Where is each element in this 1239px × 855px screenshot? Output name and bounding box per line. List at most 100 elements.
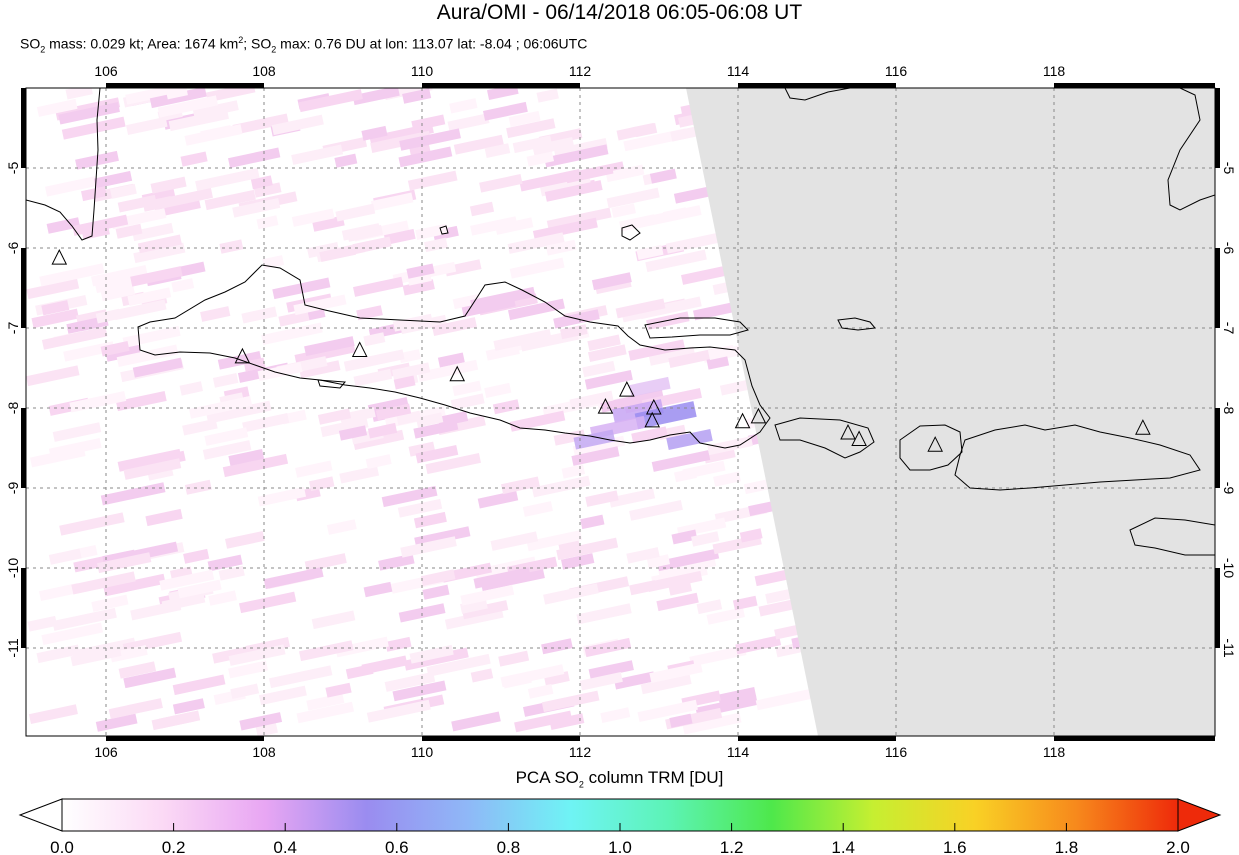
so2-pixel (353, 368, 393, 387)
coastline-sumatra (26, 88, 101, 241)
so2-pixel (335, 636, 389, 658)
so2-pixel (402, 88, 432, 104)
triangle-icon (750, 407, 767, 424)
so2-pixel (206, 400, 272, 424)
so2-pixel (384, 671, 436, 692)
so2-pixel (543, 583, 599, 605)
so2-pixel (637, 699, 698, 722)
lat-label-right: -8 (1221, 402, 1237, 415)
so2-pixel (123, 458, 182, 480)
so2-pixel (71, 571, 136, 595)
so2-pixel (509, 410, 566, 432)
lat-label-right: -7 (1221, 322, 1237, 335)
so2-pixel (501, 476, 540, 495)
so2-pixel (754, 568, 795, 587)
so2-plume-pixel (573, 429, 616, 450)
so2-pixel (218, 565, 245, 581)
so2-pixel (132, 357, 183, 378)
so2-pixel (397, 498, 443, 518)
so2-pixel (232, 198, 281, 218)
so2-pixel (656, 592, 699, 612)
so2-pixel (437, 411, 469, 427)
so2-pixel (255, 722, 278, 736)
so2-pixel (469, 201, 495, 217)
lat-label-left: -5 (5, 162, 21, 175)
so2-pixel (582, 360, 616, 378)
so2-pixel (561, 464, 586, 479)
so2-pixel (732, 595, 758, 611)
so2-pixel (52, 422, 102, 442)
so2-pixel (571, 446, 620, 466)
so2-pixel (122, 325, 181, 348)
so2-pixel (108, 698, 163, 719)
so2-pixel (232, 113, 289, 135)
so2-pixel (381, 485, 438, 508)
so2-pixel (183, 548, 210, 564)
lon-label-bottom: 118 (1043, 744, 1066, 760)
so2-pixel (522, 501, 553, 517)
so2-pixel (361, 655, 408, 675)
so2-pixel (508, 110, 541, 127)
so2-pixel (614, 671, 656, 690)
so2-pixel (545, 239, 577, 256)
so2-pixel (426, 653, 491, 677)
so2-pixel (133, 242, 186, 264)
so2-pixel (494, 217, 534, 235)
triangle-icon (51, 248, 68, 265)
so2-pixel (172, 674, 226, 696)
lat-label-left: -10 (5, 558, 21, 578)
so2-pixel (207, 554, 243, 572)
so2-pixel (400, 536, 457, 558)
so2-pixel (649, 662, 703, 683)
so2-pixel (153, 187, 213, 211)
so2-pixel (123, 667, 177, 689)
so2-pixel (145, 508, 183, 527)
lon-labels-top: 106 108 110 112 114 116 118 (94, 63, 1065, 79)
so2-pixel (36, 644, 80, 664)
so2-pixel (367, 422, 398, 439)
subtitle-area-sup: 2 (238, 35, 244, 45)
so2-pixel (230, 683, 260, 699)
so2-pixel (116, 344, 179, 367)
so2-pixel (257, 362, 303, 381)
so2-pixel (648, 346, 696, 366)
colorbar-title: PCA SO2 column TRM [DU] (0, 768, 1239, 789)
colorbar-title-sub: 2 (578, 779, 584, 790)
so2-pixel (200, 306, 231, 322)
so2-pixel (735, 635, 782, 655)
so2-pixel (634, 122, 658, 138)
so2-pixel (461, 296, 516, 318)
so2-pixel (296, 701, 355, 724)
so2-pixel (253, 182, 282, 198)
so2-pixel (212, 373, 239, 388)
so2-pixel (293, 294, 347, 316)
so2-pixel (156, 198, 201, 217)
so2-pixel (291, 208, 335, 227)
so2-pixel (46, 217, 81, 234)
so2-pixel (587, 334, 621, 351)
so2-pixel (645, 249, 707, 273)
so2-pixel (553, 429, 586, 446)
so2-pixel (81, 186, 107, 202)
so2-pixel (263, 567, 324, 590)
so2-pixel (415, 412, 444, 428)
so2-pixel (41, 326, 108, 350)
so2-pixel (70, 646, 122, 667)
so2-pixel (453, 134, 504, 155)
so2-pixel (100, 284, 136, 302)
so2-pixel (161, 592, 206, 612)
so2-pixel (28, 704, 78, 724)
so2-pixel (115, 391, 167, 412)
lon-label-top: 106 (94, 63, 118, 79)
so2-pixel (171, 278, 195, 293)
so2-pixel (115, 223, 143, 239)
so2-pixel (202, 440, 252, 460)
so2-pixel (365, 454, 392, 469)
so2-pixel (326, 519, 357, 535)
so2-pixel (63, 341, 115, 362)
so2-plume-pixel (628, 376, 671, 397)
so2-pixel (242, 413, 290, 433)
so2-pixel (473, 567, 531, 589)
lon-label-top: 118 (1043, 63, 1066, 79)
so2-pixel (561, 553, 595, 570)
